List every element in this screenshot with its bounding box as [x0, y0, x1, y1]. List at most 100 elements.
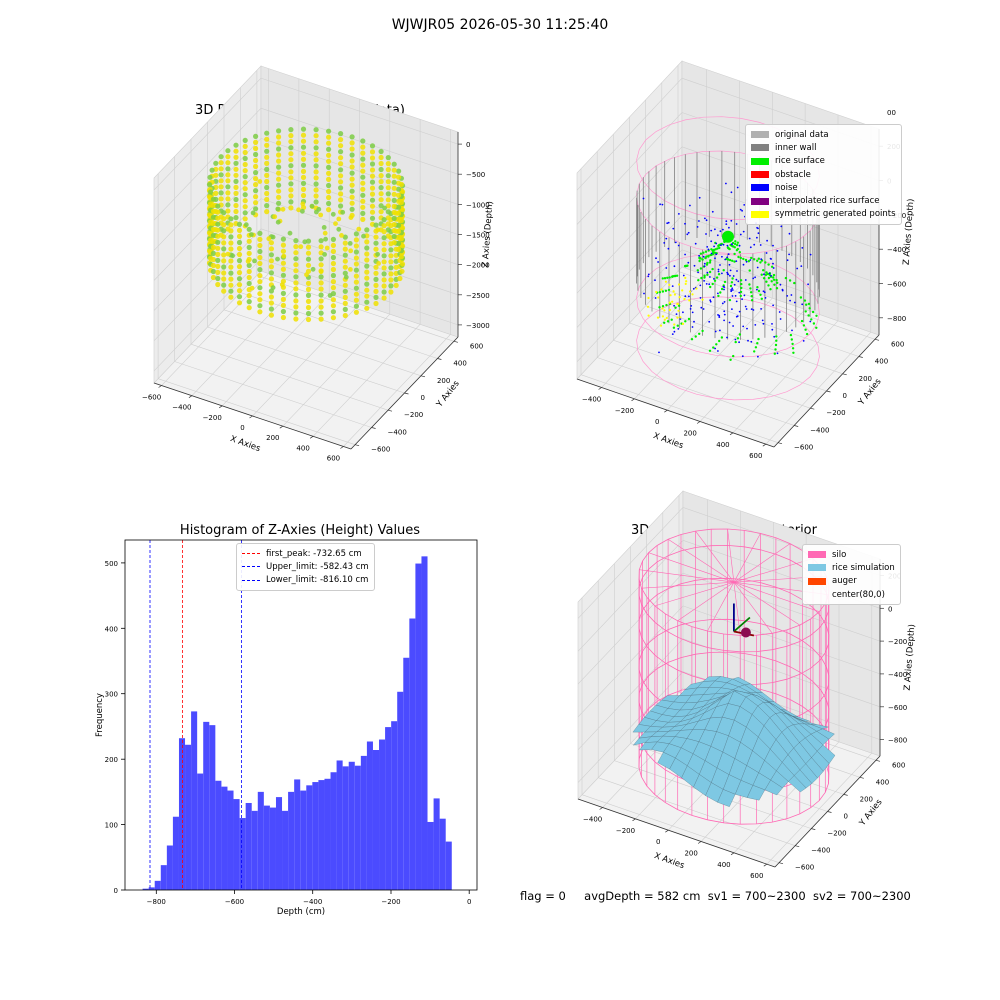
z-tick-label: −2000: [466, 262, 490, 270]
raw-data-point: [318, 286, 324, 292]
noise-point: [714, 257, 716, 260]
raw-data-point: [360, 180, 366, 186]
raw-data-point: [326, 207, 332, 213]
noise-point: [742, 325, 745, 328]
histogram-bar: [385, 727, 392, 890]
noise-point: [763, 291, 766, 294]
legend-label: noise: [775, 182, 798, 193]
raw-data-point: [353, 249, 359, 255]
histogram-bar: [209, 725, 216, 890]
raw-data-point: [388, 253, 394, 259]
noise-point: [744, 305, 747, 308]
rice-surface-point: [696, 269, 699, 272]
raw-data-point: [304, 272, 309, 278]
histogram-bar: [312, 782, 319, 890]
legend-label: auger: [832, 576, 857, 587]
raw-data-point: [349, 200, 355, 206]
raw-data-point: [300, 192, 307, 199]
raw-data-point: [360, 156, 366, 162]
z-tick-label: −400: [888, 671, 907, 679]
y-tick-label: −600: [371, 446, 390, 454]
noise-point: [698, 220, 700, 222]
raw-data-point: [385, 197, 391, 203]
raw-data-point: [326, 128, 332, 134]
legend-line: [242, 553, 260, 555]
raw-data-point: [288, 181, 294, 187]
raw-data-point: [253, 133, 259, 139]
raw-data-point: [257, 291, 263, 297]
symmetric-generated-point: [657, 296, 660, 299]
noise-point: [718, 316, 721, 318]
histogram-bar: [227, 790, 234, 890]
noise-point: [689, 308, 692, 310]
raw-data-point: [218, 178, 224, 184]
raw-data-point: [364, 257, 370, 263]
noise-point: [703, 265, 706, 268]
raw-data-point: [257, 230, 263, 236]
rice-surface-point: [784, 276, 788, 280]
raw-data-point: [364, 227, 370, 233]
noise-point: [736, 270, 738, 272]
noise-point: [756, 226, 758, 229]
noise-point: [754, 276, 756, 279]
noise-point: [725, 182, 727, 185]
raw-data-point: [236, 258, 243, 264]
y-tick-label: 400: [105, 625, 118, 633]
z-tick-label: 00: [887, 109, 896, 117]
raw-data-point: [270, 285, 276, 290]
noise-point: [713, 278, 715, 280]
z-grid-line: [577, 572, 684, 685]
rice-surface-point: [770, 280, 773, 283]
noise-point: [671, 285, 674, 287]
x-tick-mark: [697, 841, 702, 844]
raw-data-point: [225, 202, 231, 208]
raw-data-point: [391, 161, 397, 167]
z-tick-label: −400: [887, 246, 906, 254]
raw-data-point: [276, 194, 282, 200]
raw-data-point: [391, 173, 397, 179]
rice-surface-point: [731, 259, 734, 262]
raw-data-point: [215, 275, 221, 282]
noise-point: [788, 232, 791, 235]
raw-data-point: [242, 174, 248, 180]
raw-data-point: [268, 258, 274, 264]
noise-point: [713, 245, 715, 248]
noise-point: [702, 308, 705, 310]
raw-data-point: [257, 279, 263, 285]
raw-data-point: [313, 169, 319, 175]
raw-data-point: [280, 296, 286, 302]
rice-surface-point: [756, 286, 759, 289]
rice-surface-point: [750, 295, 753, 298]
raw-data-point: [242, 168, 248, 174]
legend-item: noise: [751, 181, 896, 194]
histogram-bar: [397, 691, 404, 890]
symmetric-generated-point: [647, 296, 650, 300]
raw-data-point: [276, 188, 282, 194]
raw-data-point: [385, 185, 391, 191]
raw-data-point: [252, 258, 257, 264]
raw-data-point: [257, 267, 263, 273]
raw-data-point: [293, 244, 299, 250]
raw-data-point: [233, 208, 239, 215]
symmetric-generated-point: [673, 323, 676, 326]
raw-data-point: [208, 189, 214, 195]
histogram-bar: [360, 755, 367, 890]
noise-point: [731, 308, 733, 310]
rice-surface-point: [732, 354, 735, 358]
rice-surface-point: [764, 261, 767, 264]
noise-point: [706, 271, 709, 274]
raw-data-point: [221, 258, 227, 264]
noise-point: [721, 302, 724, 305]
raw-data-point: [338, 203, 344, 209]
raw-data-point: [257, 285, 263, 291]
noise-point: [736, 315, 739, 317]
rice-surface-point: [736, 243, 739, 247]
legend-item: center(80,0): [808, 588, 895, 601]
noise-point: [731, 287, 734, 290]
raw-data-point: [281, 253, 287, 259]
noise-point: [699, 284, 702, 287]
raw-data-point: [396, 222, 402, 228]
rice-surface-point: [709, 259, 712, 262]
raw-data-point: [381, 235, 387, 241]
raw-data-point: [378, 179, 384, 185]
